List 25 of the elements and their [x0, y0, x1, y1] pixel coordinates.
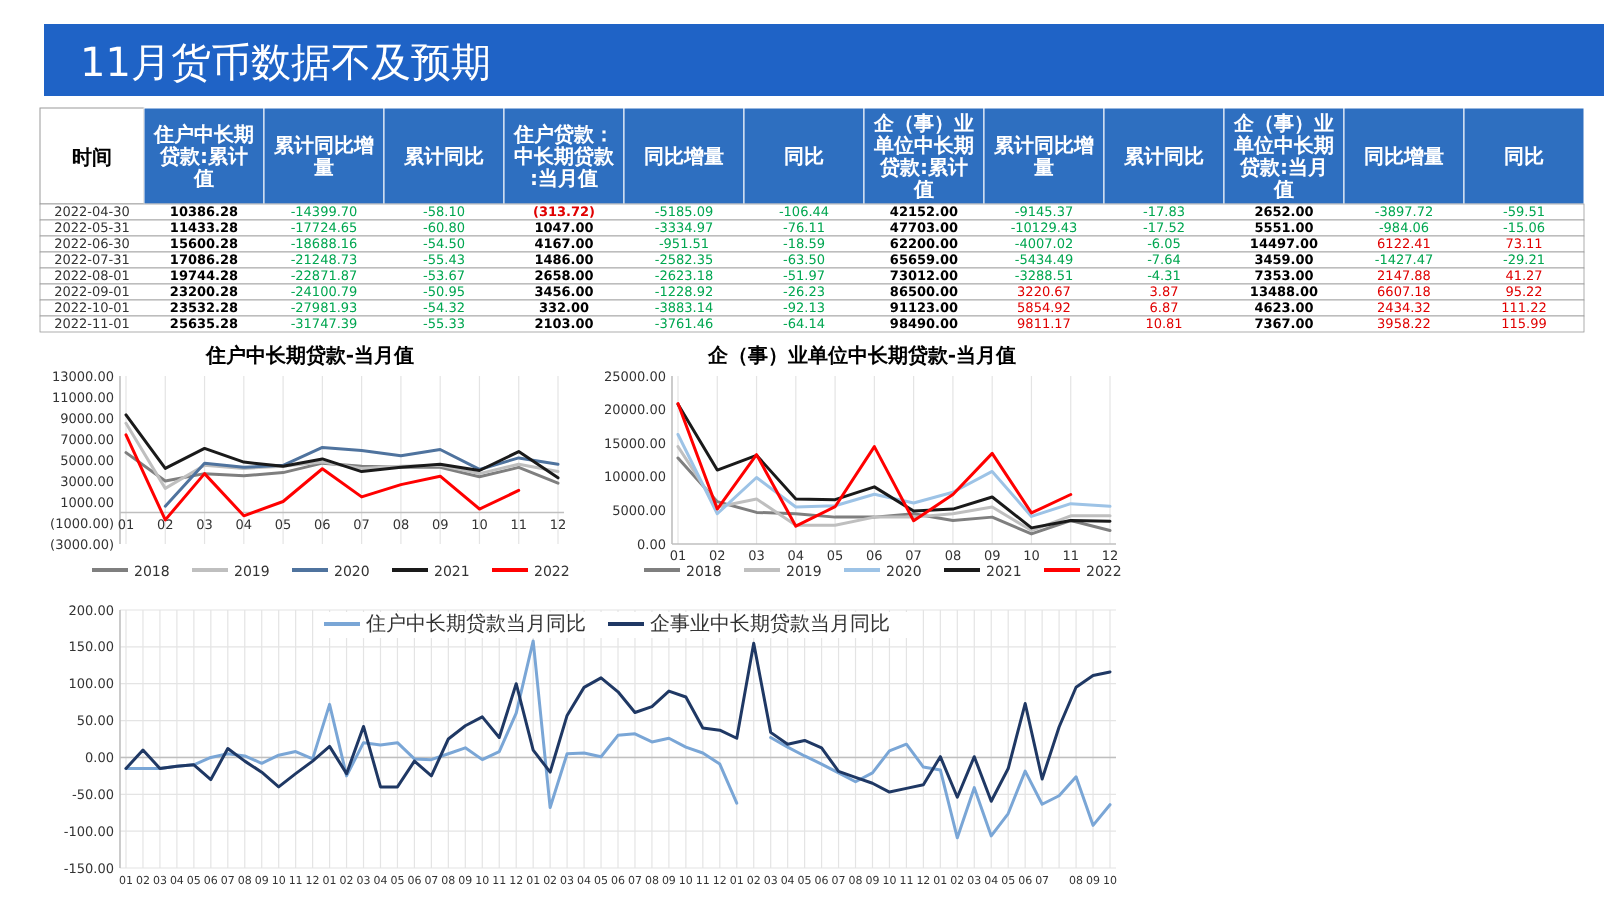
y-axis-title: 时间 [72, 146, 112, 170]
x-tick-label: 住户中长期贷款:累计值 [152, 123, 254, 191]
legend-label: 住户中长期贷款当月同比 [366, 612, 586, 636]
x-tick-label: 同比 [1504, 145, 1544, 169]
line-series [163, 445, 560, 508]
line-series [124, 641, 1112, 803]
line-series [124, 451, 560, 485]
x-tick-label: 同比 [784, 145, 824, 169]
line-series [676, 456, 1112, 536]
x-tick-label: 企（事）业单位中长期贷款:累计值 [872, 112, 974, 202]
x-tick-label: 累计同比增量 [992, 134, 1094, 180]
chart-title: 住户中长期贷款-当月值 [203, 344, 415, 368]
chart-title: 11月货币数据不及预期 [80, 38, 491, 86]
line-series [676, 432, 1112, 518]
chart-title: 企（事）业单位中长期贷款-当月值 [705, 344, 1017, 368]
x-tick-label: 同比增量 [1364, 145, 1444, 169]
line-series [124, 413, 560, 480]
x-tick-label: 企（事）业单位中长期贷款:当月值 [1232, 112, 1334, 202]
x-tick-label: 累计同比 [1122, 145, 1204, 169]
legend-label: 企事业中长期贷款当月同比 [650, 612, 890, 636]
x-tick-label: 累计同比增量 [272, 134, 374, 180]
x-tick-label: 累计同比 [402, 145, 484, 169]
x-tick-label: 住户贷款：中长期贷款:当月值 [512, 123, 616, 191]
x-tick-label: 同比增量 [644, 145, 724, 169]
line-series [124, 433, 521, 522]
